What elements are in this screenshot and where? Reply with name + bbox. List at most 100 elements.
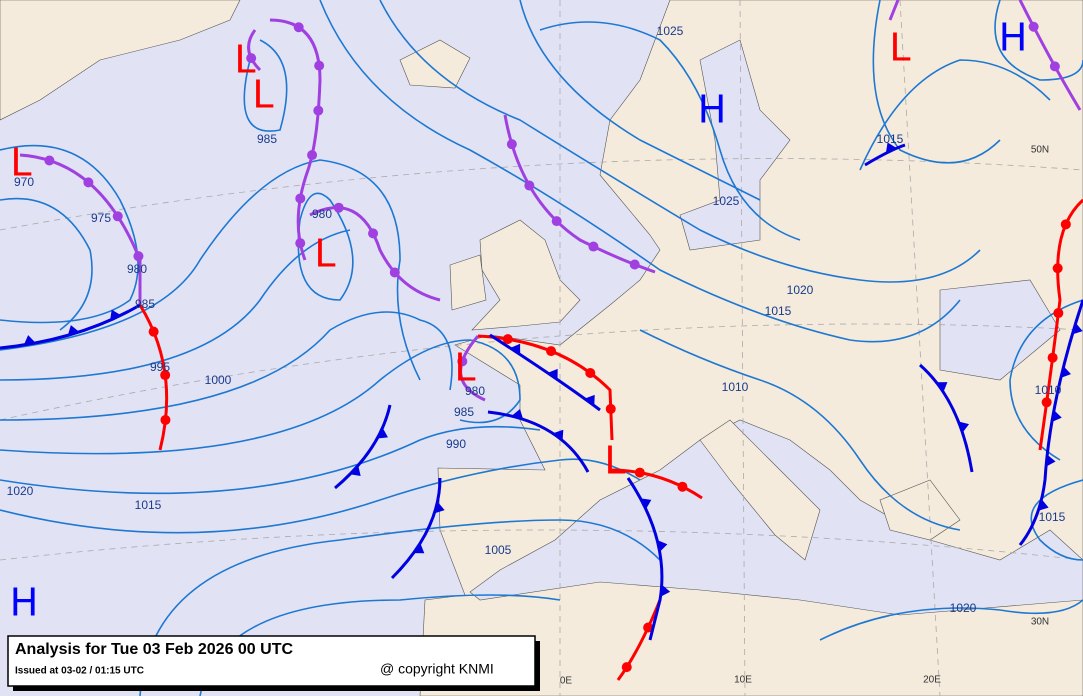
front-symbol bbox=[413, 543, 425, 554]
warm-front bbox=[609, 468, 703, 500]
front-symbol bbox=[112, 211, 123, 222]
occluded-front bbox=[888, 0, 900, 21]
cold-front bbox=[864, 143, 906, 167]
isobar-label: 1005 bbox=[485, 543, 512, 557]
graticule-label: 0E bbox=[560, 676, 573, 687]
occluded-front bbox=[19, 153, 142, 305]
front-symbol bbox=[44, 155, 55, 166]
front-symbol bbox=[1053, 308, 1064, 319]
isobar-label: 1015 bbox=[135, 498, 162, 512]
isobar bbox=[0, 311, 453, 421]
occluded-front bbox=[247, 29, 262, 72]
graticule-label: 20E bbox=[923, 675, 941, 686]
isobar-label: 985 bbox=[454, 405, 474, 419]
cold-front bbox=[334, 404, 392, 490]
front-symbol bbox=[246, 53, 257, 64]
front-symbol bbox=[584, 394, 595, 406]
front-symbol bbox=[510, 343, 521, 355]
front-symbol bbox=[660, 584, 671, 597]
isobar-label: 1000 bbox=[205, 373, 232, 387]
front-symbol bbox=[605, 403, 616, 414]
isobar-label: 990 bbox=[446, 437, 466, 451]
isobar bbox=[872, 0, 1001, 164]
land bbox=[399, 39, 471, 89]
sea-basin bbox=[939, 279, 1061, 381]
land bbox=[449, 254, 487, 311]
isobar bbox=[243, 39, 288, 132]
warm-front bbox=[616, 599, 662, 681]
isobar bbox=[0, 339, 521, 455]
graticule-line bbox=[0, 158, 1083, 231]
front-symbol bbox=[160, 414, 171, 425]
front-symbol bbox=[23, 335, 36, 346]
pressure-center: L bbox=[889, 26, 910, 70]
front-symbol bbox=[640, 498, 652, 510]
front-symbol bbox=[936, 382, 948, 393]
caption-issued: Issued at 03-02 / 01:15 UTC bbox=[15, 666, 144, 677]
isobar-label: 975 bbox=[91, 211, 111, 225]
front-symbol bbox=[958, 421, 970, 433]
cold-front bbox=[390, 477, 442, 580]
front-symbol bbox=[1060, 219, 1071, 230]
front-symbol bbox=[457, 356, 468, 367]
front-symbol bbox=[546, 346, 557, 357]
front-symbol bbox=[1072, 322, 1083, 335]
graticule-line bbox=[0, 529, 1083, 561]
front-symbol bbox=[629, 259, 640, 270]
front-symbol bbox=[1047, 352, 1058, 363]
front-symbol bbox=[621, 662, 632, 673]
caption-box bbox=[7, 635, 536, 687]
front-symbol bbox=[133, 251, 144, 262]
front-symbol bbox=[314, 60, 325, 71]
isobar bbox=[319, 0, 961, 343]
isobar bbox=[994, 0, 1083, 81]
isobar bbox=[819, 599, 1083, 641]
front-symbol bbox=[677, 481, 688, 492]
isobar-label: 995 bbox=[150, 360, 170, 374]
isobar-label: 1015 bbox=[877, 132, 904, 146]
pressure-center: L bbox=[314, 232, 335, 276]
occluded-front bbox=[459, 335, 486, 402]
front-symbol bbox=[313, 105, 324, 116]
isobar-label: 970 bbox=[14, 175, 34, 189]
front-symbol bbox=[585, 367, 596, 378]
front-symbol bbox=[524, 180, 535, 191]
isobar-label: 985 bbox=[257, 132, 277, 146]
front-symbol bbox=[657, 540, 668, 552]
isobar-label: 1010 bbox=[722, 380, 749, 394]
front-symbol bbox=[1041, 397, 1052, 408]
occluded-front bbox=[503, 114, 656, 274]
warm-front bbox=[477, 334, 614, 441]
front-symbol bbox=[389, 267, 400, 278]
pressure-center: H bbox=[10, 581, 39, 625]
isobar bbox=[639, 329, 961, 531]
pressure-center: H bbox=[999, 16, 1028, 60]
front-symbol bbox=[377, 427, 388, 439]
front-symbol bbox=[506, 139, 517, 150]
cold-front bbox=[626, 477, 664, 641]
occluded-front bbox=[269, 18, 322, 261]
front-symbol bbox=[307, 150, 318, 161]
front-symbol bbox=[148, 326, 159, 337]
isobar-label: 980 bbox=[465, 384, 485, 398]
front-symbol bbox=[293, 22, 304, 33]
front-symbol bbox=[643, 622, 654, 633]
pressure-center: L bbox=[252, 73, 273, 117]
isobar-label: 1015 bbox=[765, 304, 792, 318]
caption-title: Analysis for Tue 03 Feb 2026 00 UTC bbox=[15, 641, 293, 658]
pressure-center: L bbox=[604, 439, 625, 483]
isobar-label: 985 bbox=[135, 297, 155, 311]
front-symbol bbox=[551, 216, 562, 227]
front-symbol bbox=[1051, 410, 1062, 422]
isobar-label: 980 bbox=[312, 207, 332, 221]
pressure-center: L bbox=[10, 141, 31, 185]
graticule-label: 50N bbox=[1031, 145, 1049, 156]
isobar-label: 1020 bbox=[950, 601, 977, 615]
front-symbol bbox=[502, 334, 513, 345]
isobar bbox=[379, 0, 981, 283]
pressure-center: L bbox=[454, 346, 475, 390]
front-symbol bbox=[434, 501, 445, 514]
isobar bbox=[139, 519, 661, 696]
isobar-label: 1015 bbox=[1039, 510, 1066, 524]
